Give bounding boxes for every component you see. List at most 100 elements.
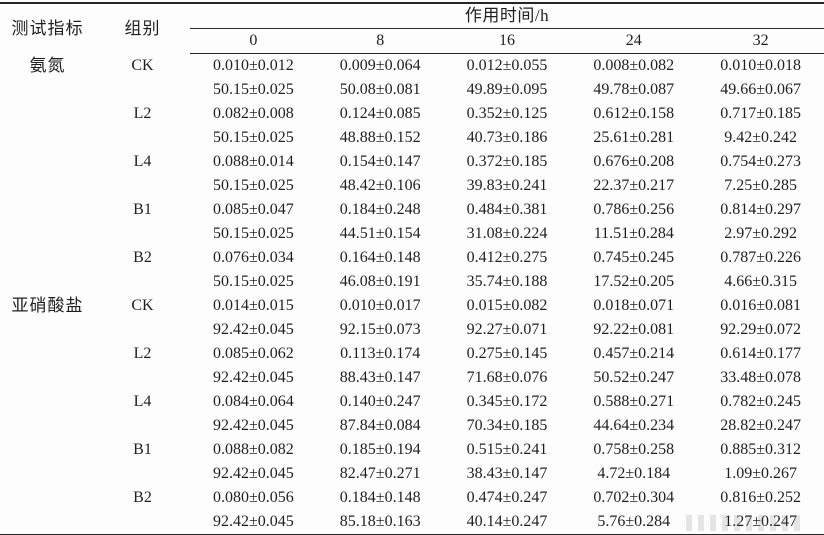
table-row: 92.42±0.045 88.43±0.147 71.68±0.076 50.52±0… (0, 366, 824, 390)
value-cell: 0.080±0.056 (213, 489, 294, 506)
table-row: 50.15±0.025 50.08±0.081 49.89±0.095 49.78±0… (0, 78, 824, 102)
value-cell: 0.786±0.256 (593, 201, 675, 218)
value-cell: 1.09±0.267 (724, 465, 797, 482)
table-row: B1 0.088±0.082 0.185±0.194 0.515±0.241 0.758… (0, 438, 824, 462)
table-row: 50.15±0.025 48.88±0.152 40.73±0.186 25.61±0… (0, 126, 824, 150)
value-cell: 4.72±0.184 (597, 465, 671, 482)
value-cell: 88.43±0.147 (339, 369, 421, 386)
value-cell: 0.758±0.258 (593, 441, 675, 458)
value-cell: 5.76±0.284 (597, 513, 671, 530)
value-cell: 0.372±0.185 (466, 153, 548, 170)
value-cell: 85.18±0.163 (339, 513, 421, 530)
group-cell: CK (131, 297, 154, 314)
indicator-cell (0, 438, 95, 462)
table-row: B2 0.080±0.056 0.184±0.148 0.474±0.247 0.702… (0, 486, 824, 510)
value-cell: 0.124±0.085 (339, 105, 421, 122)
indicator-cell (0, 150, 95, 174)
value-cell: 0.008±0.082 (593, 57, 675, 74)
value-cell: 0.088±0.082 (213, 441, 294, 458)
value-cell: 49.78±0.087 (593, 81, 675, 98)
value-cell: 33.48±0.078 (720, 369, 801, 386)
value-cell: 0.717±0.185 (720, 105, 801, 122)
table-row: 50.15±0.025 48.42±0.106 39.83±0.241 22.37±0… (0, 174, 824, 198)
header-action-time: 作用时间/h (190, 3, 824, 29)
value-cell: 92.42±0.045 (213, 513, 294, 530)
value-cell: 0.076±0.034 (213, 249, 294, 266)
header-time-col-0: 0 (190, 28, 317, 54)
indicator-cell (0, 246, 95, 270)
value-cell: 92.42±0.045 (213, 465, 294, 482)
value-cell: 0.010±0.017 (339, 297, 421, 314)
value-cell: 50.15±0.025 (213, 129, 294, 146)
indicator-cell (0, 174, 95, 198)
value-cell: 1.27±0.247 (724, 513, 797, 530)
table-row: 92.42±0.045 92.15±0.073 92.27±0.071 92.22±0… (0, 318, 824, 342)
table-row: L4 0.084±0.064 0.140±0.247 0.345±0.172 0.588… (0, 390, 824, 414)
value-cell: 92.27±0.071 (466, 321, 548, 338)
value-cell: 0.085±0.047 (213, 201, 294, 218)
value-cell: 0.484±0.381 (466, 201, 548, 218)
indicator-cell (0, 318, 95, 342)
value-cell: 50.15±0.025 (213, 225, 294, 242)
value-cell: 0.754±0.273 (720, 153, 801, 170)
group-cell (95, 174, 190, 198)
indicator-cell (0, 102, 95, 126)
value-cell: 4.66±0.315 (724, 273, 797, 290)
value-cell: 0.184±0.148 (339, 489, 421, 506)
indicator-cell: 氨氮 (29, 55, 66, 75)
value-cell: 0.164±0.148 (339, 249, 421, 266)
group-cell (95, 78, 190, 102)
value-cell: 0.016±0.081 (720, 297, 801, 314)
indicator-cell (0, 462, 95, 486)
value-cell: 92.15±0.073 (339, 321, 421, 338)
value-cell: 0.474±0.247 (466, 489, 548, 506)
value-cell: 0.154±0.147 (339, 153, 421, 170)
group-cell (95, 510, 190, 535)
value-cell: 0.085±0.062 (213, 345, 294, 362)
indicator-cell (0, 390, 95, 414)
value-cell: 50.08±0.081 (339, 81, 421, 98)
value-cell: 92.22±0.081 (593, 321, 675, 338)
group-cell: B2 (133, 249, 152, 266)
value-cell: 35.74±0.188 (466, 273, 548, 290)
group-cell (95, 462, 190, 486)
value-cell: 48.42±0.106 (339, 177, 421, 194)
table-row: B1 0.085±0.047 0.184±0.248 0.484±0.381 0.786… (0, 198, 824, 222)
group-cell (95, 414, 190, 438)
value-cell: 0.745±0.245 (593, 249, 675, 266)
table-row: 亚硝酸盐 CK 0.014±0.015 0.010±0.017 0.015±0.082 0… (0, 294, 824, 318)
value-cell: 92.42±0.045 (213, 321, 294, 338)
group-cell (95, 126, 190, 150)
group-cell: L2 (133, 345, 152, 362)
value-cell: 0.113±0.174 (340, 345, 421, 362)
value-cell: 0.612±0.158 (593, 105, 675, 122)
value-cell: 0.352±0.125 (466, 105, 548, 122)
value-cell: 44.64±0.234 (593, 417, 675, 434)
value-cell: 48.88±0.152 (339, 129, 421, 146)
value-cell: 2.97±0.292 (724, 225, 797, 242)
value-cell: 0.010±0.018 (720, 57, 801, 74)
value-cell: 46.08±0.191 (339, 273, 421, 290)
value-cell: 31.08±0.224 (466, 225, 548, 242)
value-cell: 50.52±0.247 (593, 369, 675, 386)
group-cell (95, 318, 190, 342)
indicator-cell (0, 510, 95, 535)
value-cell: 11.51±0.284 (593, 225, 674, 242)
value-cell: 0.015±0.082 (466, 297, 548, 314)
table-row: B2 0.076±0.034 0.164±0.148 0.412±0.275 0.745… (0, 246, 824, 270)
value-cell: 17.52±0.205 (593, 273, 675, 290)
table-row: L2 0.085±0.062 0.113±0.174 0.275±0.145 0.457… (0, 342, 824, 366)
indicator-cell (0, 414, 95, 438)
header-group: 组别 (124, 18, 161, 38)
header-test-indicator: 测试指标 (11, 18, 84, 38)
group-cell: L4 (133, 393, 152, 410)
table-row: 50.15±0.025 46.08±0.191 35.74±0.188 17.52±0… (0, 270, 824, 294)
value-cell: 50.15±0.025 (213, 177, 294, 194)
value-cell: 38.43±0.147 (466, 465, 548, 482)
indicator-cell (0, 342, 95, 366)
table-row: L4 0.088±0.014 0.154±0.147 0.372±0.185 0.676… (0, 150, 824, 174)
value-cell: 0.184±0.248 (339, 201, 421, 218)
indicator-cell (0, 78, 95, 102)
value-cell: 40.73±0.186 (466, 129, 548, 146)
